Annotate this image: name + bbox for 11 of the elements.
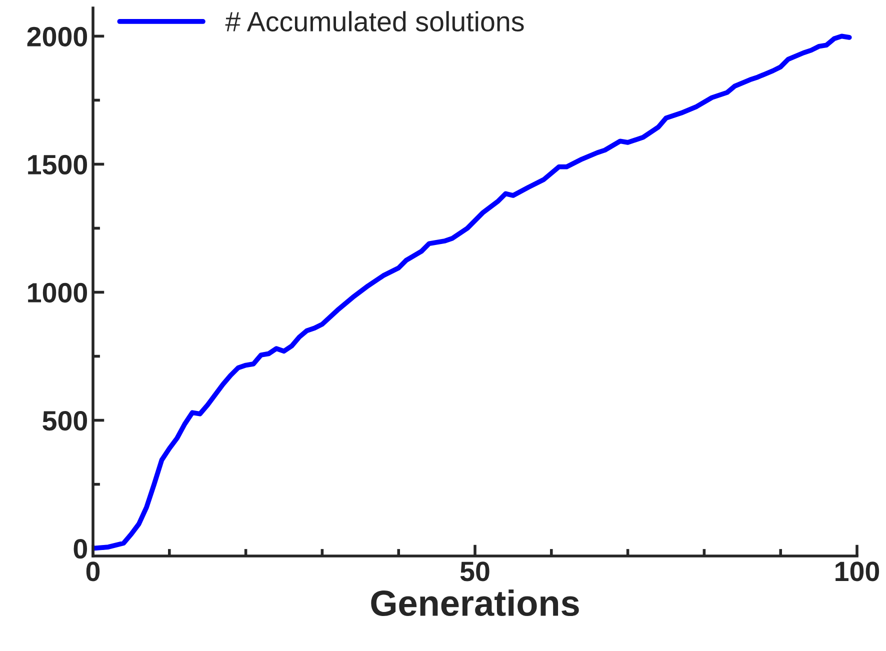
y-tick-label: 1500 — [28, 154, 88, 175]
y-tick-label: 1000 — [28, 282, 88, 303]
x-tick-label: 0 — [86, 562, 100, 582]
x-tick-label: 100 — [836, 562, 880, 582]
y-tick-label: 500 — [42, 410, 88, 431]
line-series — [93, 34, 852, 551]
x-axis-title: Generations — [371, 590, 579, 616]
x-tick-label: 50 — [460, 562, 490, 582]
legend-label: # Accumulated solutions — [225, 11, 524, 32]
y-tick-label: 2000 — [27, 26, 88, 47]
y-tick-label: 0 — [74, 538, 87, 559]
